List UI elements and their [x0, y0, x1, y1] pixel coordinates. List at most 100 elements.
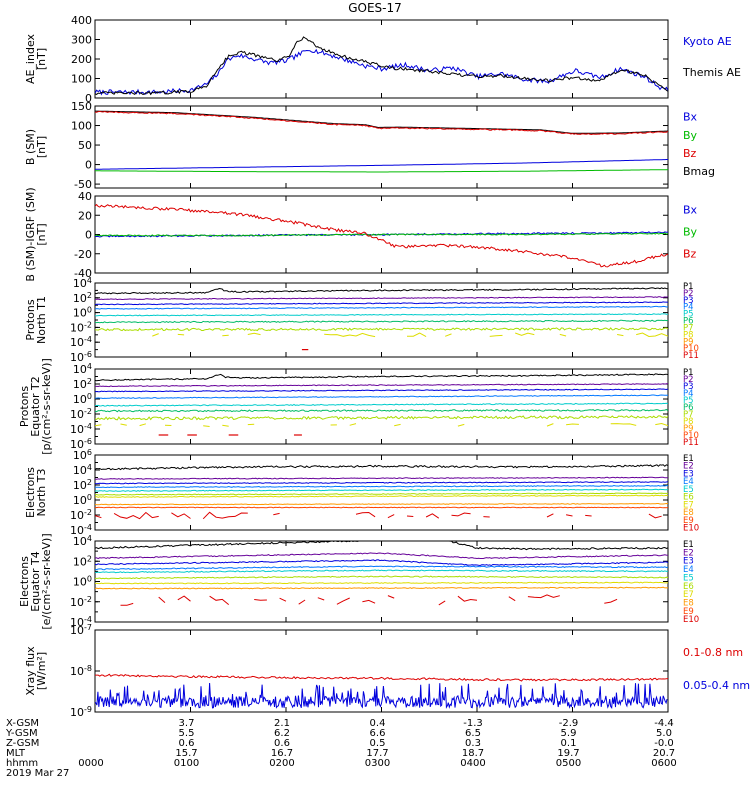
legend-entry: P10 — [683, 431, 699, 441]
y-axis-label: Equator T2 — [29, 376, 42, 436]
legend-entry: Bz — [683, 248, 697, 261]
legend-entry: E8 — [683, 598, 694, 608]
series-line-E4 — [95, 484, 668, 489]
plot-area — [95, 36, 668, 96]
y-tick-label: -20 — [74, 248, 92, 261]
y-tick-label: 104 — [73, 276, 92, 290]
y-tick-label: 10-2 — [70, 595, 92, 609]
y-tick-label: 10-2 — [70, 508, 92, 522]
legend-entry: E4 — [683, 565, 694, 575]
x-axis-value-x: -2.9 — [559, 718, 579, 729]
legend-entry: E2 — [683, 462, 694, 472]
y-axis-label: Xray flux — [24, 646, 37, 696]
x-axis-value-hhmm: 0100 — [174, 758, 199, 769]
legend-entry: P8 — [683, 417, 694, 427]
plot-area — [95, 673, 668, 709]
legend-entry: P6 — [683, 403, 694, 413]
x-axis-value-x: 3.7 — [179, 718, 195, 729]
legend-entry: Kyoto AE — [683, 35, 732, 48]
y-tick-label: -40 — [74, 267, 92, 280]
series-line-P6 — [95, 408, 668, 413]
y-tick-label: 10-4 — [70, 422, 92, 436]
x-axis-value-mlt: 19.7 — [557, 748, 579, 759]
y-axis-label: Protons — [18, 386, 31, 427]
legend-entry: P10 — [683, 344, 699, 354]
chart-title: GOES-17 — [348, 1, 402, 15]
series-line-Bx — [95, 159, 668, 170]
y-axis-label: Protons — [24, 299, 37, 340]
x-axis-value-y: 6.5 — [465, 728, 481, 739]
legend-entry: P3 — [683, 296, 694, 306]
y-tick-label: -50 — [74, 178, 92, 191]
x-axis-value-z: 0.6 — [179, 738, 195, 749]
series-line-E5 — [95, 488, 668, 492]
series-line-E1 — [95, 464, 668, 471]
legend-entry: E6 — [683, 582, 694, 592]
y-tick-label: 10-2 — [70, 320, 92, 334]
legend-entry: E7 — [683, 500, 694, 510]
series-line-P1 — [95, 373, 668, 382]
series-line-E8 — [95, 502, 668, 506]
x-axis-value-x: -4.4 — [654, 718, 674, 729]
y-tick-label: 10-7 — [70, 623, 92, 637]
series-line-P8 — [95, 422, 668, 427]
y-axis-label: [nT] — [35, 223, 48, 245]
y-tick-label: 104 — [73, 362, 92, 376]
series-line-Kyoto AE — [95, 48, 668, 96]
y-tick-label: 104 — [73, 534, 92, 548]
series-line-E7 — [95, 494, 668, 498]
y-tick-label: 100 — [73, 493, 92, 507]
x-axis-value-hhmm: 0200 — [269, 758, 294, 769]
legend-entry: E6 — [683, 493, 694, 503]
y-tick-label: 200 — [71, 53, 92, 66]
legend-entry: E2 — [683, 548, 694, 558]
series-line-E4 — [95, 565, 668, 571]
y-tick-label: 150 — [71, 100, 92, 113]
x-axis-value-y: 5.9 — [561, 728, 577, 739]
series-line-E8 — [95, 586, 668, 590]
legend-entry: P1 — [683, 368, 694, 378]
plot-area — [95, 373, 668, 436]
legend-entry: P2 — [683, 289, 694, 299]
legend-entry: P7 — [683, 323, 694, 333]
legend-entry: Bz — [683, 147, 697, 160]
legend-entry: E5 — [683, 573, 694, 583]
y-tick-label: 10-8 — [70, 664, 92, 678]
y-tick-label: 100 — [73, 306, 92, 320]
series-line-P2 — [95, 296, 668, 301]
legend-entry: E3 — [683, 469, 694, 479]
x-axis-value-mlt: 20.7 — [653, 748, 675, 759]
legend-entry: P5 — [683, 310, 694, 320]
legend-entry: 0.1-0.8 nm — [683, 646, 743, 659]
x-axis-value-hhmm: 0500 — [556, 758, 581, 769]
legend-entry: P1 — [683, 282, 694, 292]
x-axis-value-hhmm: 0600 — [651, 758, 676, 769]
legend-entry: E4 — [683, 477, 694, 487]
series-line-E10 — [121, 595, 637, 605]
legend-entry: Themis AE — [682, 66, 741, 79]
x-axis-value-hhmm: 0300 — [365, 758, 390, 769]
legend-entry: P6 — [683, 317, 694, 327]
legend-entry: E5 — [683, 485, 694, 495]
plot-area — [95, 464, 668, 520]
series-line-By — [95, 232, 668, 237]
series-line-0.1-0.8 nm — [95, 673, 668, 682]
series-line-P3 — [95, 388, 668, 393]
legend-entry: P5 — [683, 396, 694, 406]
y-axis-label: Electrons — [24, 467, 37, 518]
x-axis-row-label: Y-GSM — [5, 728, 38, 739]
x-axis-row-label: MLT — [6, 748, 26, 759]
series-line-E10 — [95, 511, 662, 520]
legend-entry: E10 — [683, 615, 699, 625]
legend-entry: E3 — [683, 557, 694, 567]
y-tick-label: 50 — [78, 139, 92, 152]
x-axis-row-label: Z-GSM — [6, 738, 39, 749]
series-line-P7 — [95, 327, 668, 332]
legend-entry: E9 — [683, 607, 694, 617]
x-axis-value-mlt: 15.7 — [175, 748, 197, 759]
legend-entry: Bx — [683, 204, 698, 217]
